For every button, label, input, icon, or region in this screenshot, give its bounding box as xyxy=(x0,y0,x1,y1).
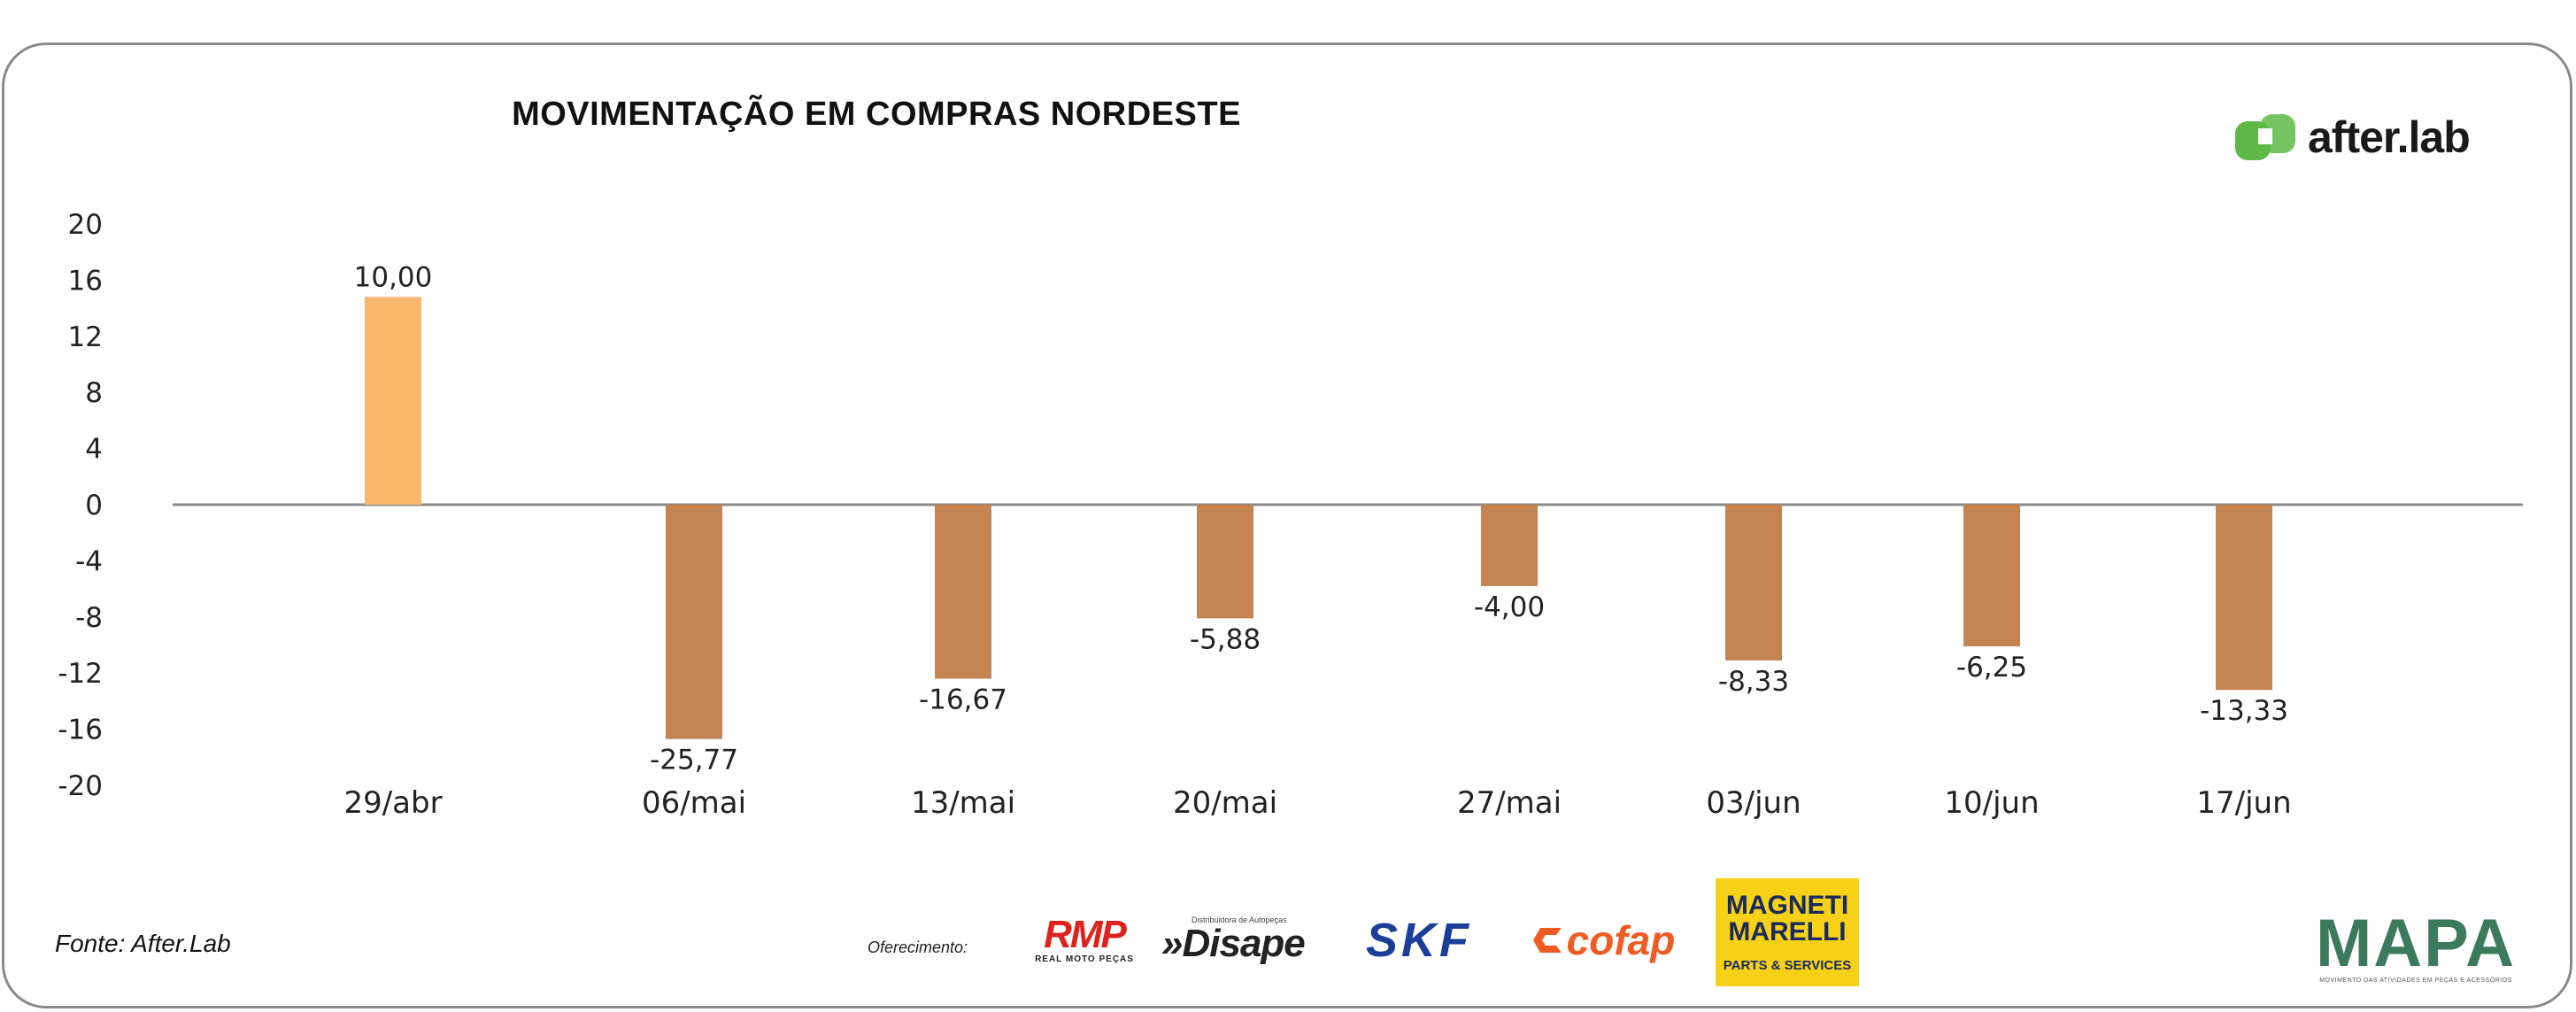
bars-group: 10,00 -25,77 -16,67 -5,88 -4,00 -8,33 -6,25 -13… xyxy=(354,261,2288,776)
y-tick-label: 20 xyxy=(68,209,103,241)
x-tick-label: 13/mai xyxy=(911,785,1015,821)
bar xyxy=(1481,505,1538,586)
bar xyxy=(365,297,421,505)
y-tick-label: -12 xyxy=(58,658,103,690)
y-tick-label: 12 xyxy=(68,321,103,353)
data-label: -25,77 xyxy=(650,745,738,776)
bar xyxy=(1725,505,1782,661)
bar xyxy=(1963,505,2020,647)
afterlab-logo-text: after.lab xyxy=(2308,112,2471,162)
mapa-logo-text: MAPA xyxy=(2315,905,2517,981)
data-label: -16,67 xyxy=(919,684,1007,716)
bar xyxy=(935,505,991,679)
data-label: -13,33 xyxy=(2200,695,2288,727)
afterlab-logo-icon xyxy=(2235,114,2295,160)
afterlab-logo: after.lab xyxy=(2235,112,2471,163)
x-tick-label: 03/jun xyxy=(1706,785,1801,821)
skf-logo: SKF xyxy=(1366,914,1472,967)
rmp-logo-text: RMP xyxy=(1044,912,1127,956)
disape-logo-text: »Disape xyxy=(1161,922,1306,965)
x-axis: 29/abr 06/mai 13/mai 20/mai 27/mai 03/jun 10/j… xyxy=(343,785,2291,821)
rmp-logo: RMP REAL MOTO PEÇAS xyxy=(1025,912,1144,967)
data-label: 10,00 xyxy=(354,261,433,293)
sponsor-label: Oferecimento: xyxy=(868,939,968,956)
disape-logo: Distribuidora de Autopeças »Disape xyxy=(1161,912,1321,967)
y-tick-label: -8 xyxy=(75,602,103,634)
chart-frame xyxy=(2,42,2572,1008)
y-tick-label: 16 xyxy=(68,265,103,297)
mapa-logo: MAPA MOVIMENTO DAS ATIVIDADES EM PEÇAS E… xyxy=(2315,905,2517,985)
chart-title: MOVIMENTAÇÃO EM COMPRAS NORDESTE xyxy=(512,96,1241,133)
x-tick-label: 10/jun xyxy=(1944,785,2039,821)
y-axis: 20 16 12 8 4 0 -4 -8 -12 -16 -20 xyxy=(58,209,103,802)
magneti-marelli-logo: MAGNETI MARELLI PARTS & SERVICES xyxy=(1716,878,1859,986)
bar xyxy=(666,505,722,739)
x-tick-label: 20/mai xyxy=(1173,785,1277,821)
y-tick-label: -20 xyxy=(58,770,103,802)
data-label: -8,33 xyxy=(1718,666,1789,698)
x-tick-label: 29/abr xyxy=(343,785,442,821)
y-tick-label: 4 xyxy=(85,434,103,466)
cofap-logo: cofap xyxy=(1519,914,1687,967)
y-tick-label: 8 xyxy=(85,377,103,409)
rmp-logo-subtext: REAL MOTO PEÇAS xyxy=(1035,954,1134,964)
x-tick-label: 06/mai xyxy=(642,785,746,821)
y-tick-label: 0 xyxy=(85,490,103,521)
y-tick-label: -16 xyxy=(58,715,103,746)
magneti-marelli-logo-text: MAGNETI MARELLI xyxy=(1725,890,1849,946)
cofap-logo-text: cofap xyxy=(1566,917,1676,963)
bar xyxy=(1197,505,1253,619)
data-label: -4,00 xyxy=(1474,591,1545,623)
x-tick-label: 27/mai xyxy=(1457,785,1562,821)
mapa-logo-subtext: MOVIMENTO DAS ATIVIDADES EM PEÇAS E ACES… xyxy=(2319,977,2512,984)
x-tick-label: 17/jun xyxy=(2196,785,2291,821)
bar xyxy=(2216,505,2272,691)
disape-logo-subtext: Distribuidora de Autopeças xyxy=(1192,915,1287,924)
y-tick-label: -4 xyxy=(75,545,103,577)
data-label: -6,25 xyxy=(1956,652,2027,684)
magneti-marelli-logo-subtext: PARTS & SERVICES xyxy=(1723,957,1852,973)
source-note: Fonte: After.Lab xyxy=(55,930,231,957)
cofap-mark-icon xyxy=(1532,928,1562,953)
data-label: -5,88 xyxy=(1190,623,1261,655)
